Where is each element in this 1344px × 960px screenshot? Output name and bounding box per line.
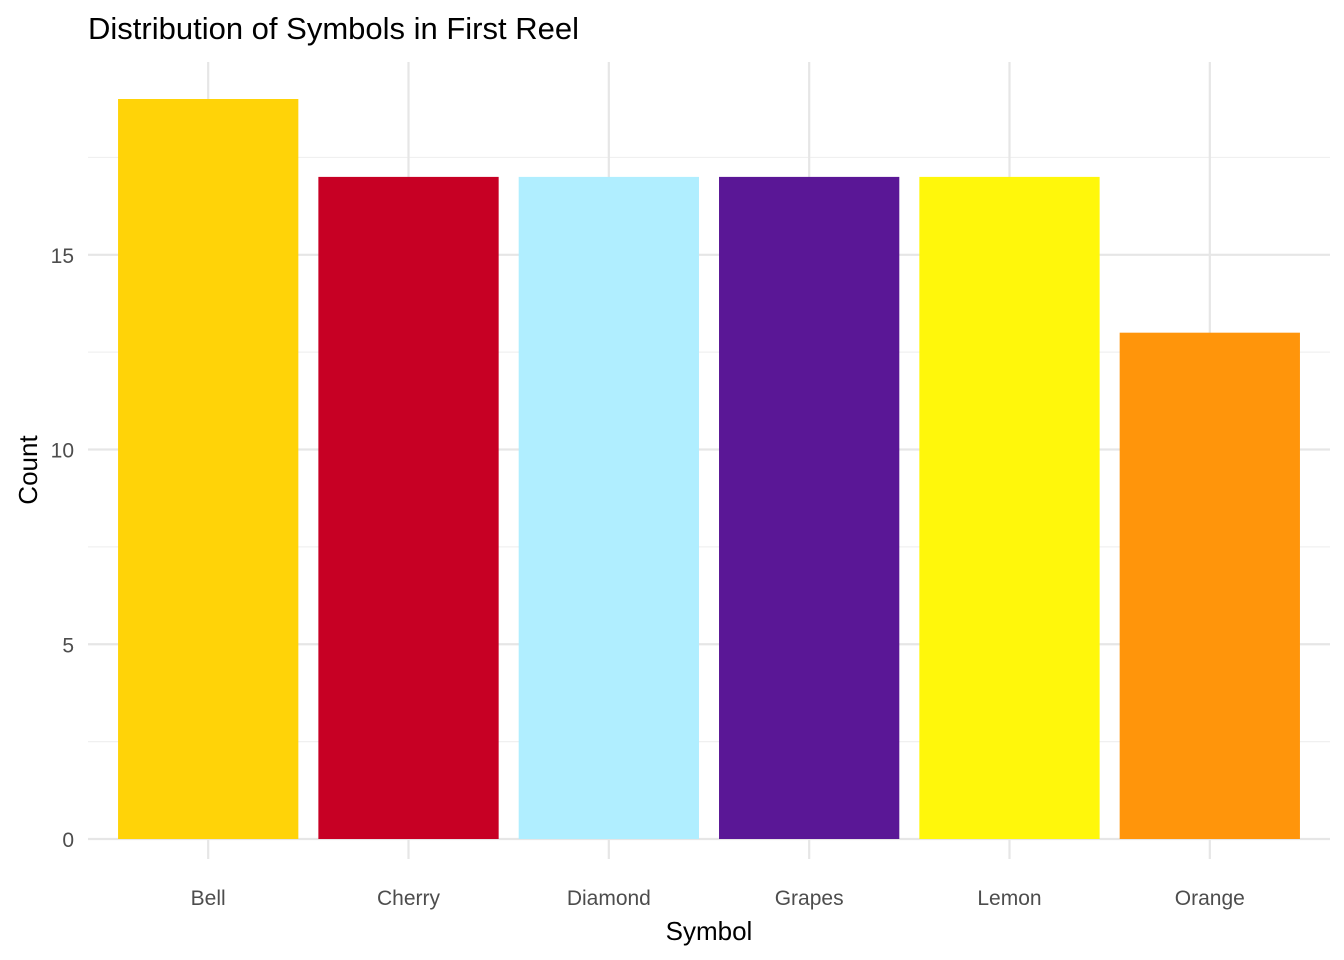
bar-grapes: [719, 176, 900, 840]
bar-cherry: [318, 176, 499, 840]
y-tick-label: 15: [51, 245, 74, 268]
tick-layer: 0 5 10 15 Bell Cherry Diamond Grapes Lemon Orange: [51, 245, 1245, 910]
x-tick-label: Bell: [191, 887, 226, 910]
bar-layer: [118, 99, 1300, 840]
x-axis-title: Symbol: [666, 916, 753, 946]
y-tick-label: 5: [62, 634, 74, 657]
x-tick-label: Grapes: [775, 887, 844, 910]
x-tick-label: Diamond: [567, 887, 651, 910]
y-axis-title: Count: [13, 435, 43, 505]
chart-title: Distribution of Symbols in First Reel: [88, 11, 579, 46]
bar-orange: [1119, 332, 1300, 839]
x-tick-label: Cherry: [377, 887, 441, 910]
y-tick-label: 10: [51, 440, 74, 463]
bar-bell: [118, 99, 299, 839]
bar-diamond: [518, 176, 699, 840]
x-tick-label: Lemon: [977, 887, 1041, 910]
y-tick-label: 0: [62, 829, 74, 852]
bar-lemon: [919, 176, 1100, 840]
x-tick-label: Orange: [1175, 887, 1245, 910]
